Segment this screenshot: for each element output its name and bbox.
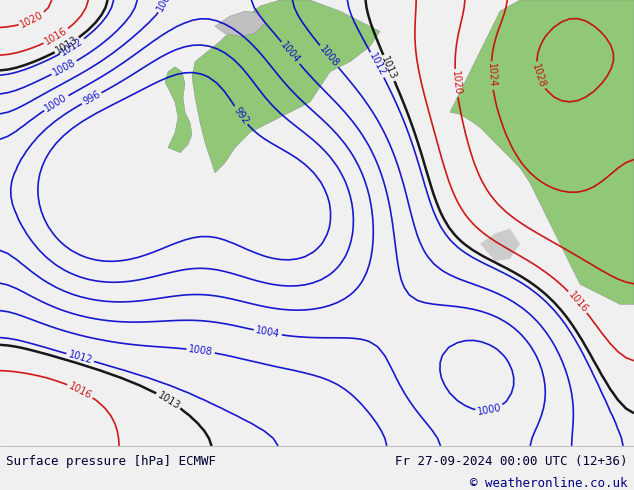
Text: 1008: 1008 [318,44,340,69]
Text: 1008: 1008 [188,344,214,357]
Polygon shape [215,11,265,36]
Text: 1000: 1000 [43,92,69,114]
Polygon shape [192,0,380,173]
Polygon shape [480,228,520,261]
Text: 1028: 1028 [531,62,547,89]
Text: 1004: 1004 [255,325,281,340]
Text: 1004: 1004 [155,0,176,13]
Text: 1016: 1016 [67,381,93,401]
Text: 992: 992 [231,105,250,126]
Text: 1016: 1016 [566,290,590,315]
Text: 1004: 1004 [279,40,302,66]
Text: 996: 996 [81,89,102,107]
Text: 1012: 1012 [367,51,387,78]
Polygon shape [450,0,634,304]
Polygon shape [165,67,192,153]
Text: Surface pressure [hPa] ECMWF: Surface pressure [hPa] ECMWF [6,455,216,468]
Text: 1013: 1013 [155,390,181,411]
Text: 1013: 1013 [379,55,398,81]
Text: 1013: 1013 [54,35,80,56]
Text: 1020: 1020 [450,71,462,96]
Text: © weatheronline.co.uk: © weatheronline.co.uk [470,477,628,490]
Text: Fr 27-09-2024 00:00 UTC (12+36): Fr 27-09-2024 00:00 UTC (12+36) [395,455,628,468]
Text: 1016: 1016 [43,26,69,47]
Text: 1012: 1012 [67,349,93,366]
Text: 1008: 1008 [51,57,77,78]
Text: 1000: 1000 [477,403,503,417]
Text: 1012: 1012 [59,36,86,57]
Text: 1024: 1024 [486,63,497,88]
Text: 1020: 1020 [19,10,46,30]
